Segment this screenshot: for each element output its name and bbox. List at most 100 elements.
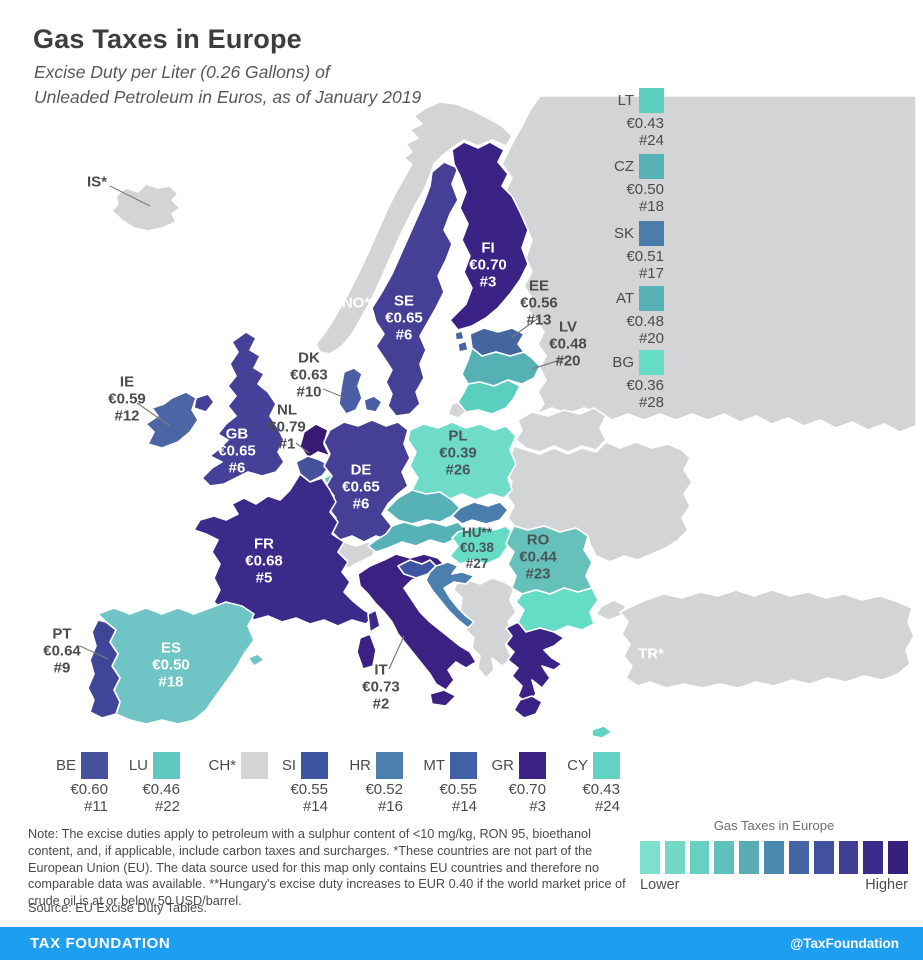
color-swatch — [301, 752, 328, 779]
color-swatch — [519, 752, 546, 779]
country-value: €0.70 — [508, 781, 546, 798]
country-gr — [505, 621, 565, 705]
country-gr-peloponnese — [513, 695, 543, 719]
country-value: €0.43 — [626, 115, 664, 132]
legend-swatch — [788, 841, 809, 874]
country-code: BE — [55, 756, 76, 774]
leader-line-is — [109, 185, 151, 207]
map-label-fi: FI €0.70 #3 — [469, 239, 507, 291]
list-item-lu: LU €0.46 #22 — [100, 752, 180, 815]
list-item-mt: MT €0.55 #14 — [397, 752, 477, 815]
subtitle-line2: Unleaded Petroleum in Euros, as of Janua… — [34, 86, 422, 107]
brand-name: TAX FOUNDATION — [30, 935, 171, 952]
country-value: €0.52 — [365, 781, 403, 798]
color-swatch — [593, 752, 620, 779]
legend-swatch — [739, 841, 760, 874]
country-rank: #22 — [154, 797, 180, 815]
legend-swatch — [764, 841, 784, 874]
legend-swatch — [813, 841, 834, 874]
page-subtitle: Excise Duty per Liter (0.26 Gallons) of … — [34, 60, 421, 109]
map-label-ro: RO €0.44 #23 — [519, 531, 557, 583]
leader-line-ee — [511, 316, 541, 338]
source-text: Source: EU Excise Duty Tables. — [28, 901, 207, 915]
country-rank: #20 — [638, 329, 664, 347]
country-value: €0.55 — [290, 781, 328, 798]
country-rank: #28 — [638, 393, 664, 411]
country-value: €0.48 — [626, 313, 664, 330]
color-swatch — [153, 752, 180, 779]
country-rank: #18 — [638, 197, 664, 215]
list-item-lt: LT €0.43 #24 — [592, 88, 664, 149]
country-code: SK — [613, 224, 634, 242]
color-swatch — [639, 88, 664, 113]
map-label-pl: PL €0.39 #26 — [439, 427, 477, 479]
color-swatch — [639, 221, 664, 246]
country-code: HR — [349, 756, 371, 774]
color-swatch — [450, 752, 477, 779]
map-label-gb: GB €0.65 #6 — [218, 425, 256, 477]
legend-ramp — [640, 841, 908, 874]
country-bg — [515, 587, 599, 633]
color-swatch — [81, 752, 108, 779]
map-label-lv: LV €0.48 #20 — [549, 318, 587, 370]
leader-line-lv — [531, 357, 567, 370]
color-swatch — [639, 286, 664, 311]
map-label-nl: NL €0.79 #1 — [268, 401, 306, 453]
country-rank: #14 — [451, 797, 477, 815]
legend-swatch — [664, 841, 685, 874]
subtitle-line1: Excise Duty per Liter (0.26 Gallons) of — [34, 62, 330, 82]
list-item-at: AT €0.48 #20 — [592, 286, 664, 347]
country-value: €0.50 — [626, 181, 664, 198]
list-item-gr: GR €0.70 #3 — [466, 752, 546, 815]
legend-swatch — [838, 841, 859, 874]
leader-line-it — [388, 635, 405, 670]
page-title: Gas Taxes in Europe — [33, 24, 302, 54]
region-belarus — [515, 407, 607, 453]
country-dk-island — [363, 395, 383, 413]
country-tr — [619, 589, 915, 689]
color-legend: Gas Taxes in Europe Lower Higher — [640, 818, 908, 893]
country-hr — [425, 561, 475, 629]
list-item-hr: HR €0.52 #16 — [323, 752, 403, 815]
country-it-sicily — [429, 689, 457, 707]
country-code: MT — [423, 756, 445, 774]
country-value: €0.55 — [439, 781, 477, 798]
map-label-hu: HU** €0.38 #27 — [460, 524, 494, 571]
country-rank: #3 — [529, 797, 546, 815]
country-rank: #24 — [638, 131, 664, 149]
country-lt — [457, 379, 521, 415]
map-label-de: DE €0.65 #6 — [342, 461, 380, 513]
country-code: BG — [612, 353, 634, 371]
list-item-cz: CZ €0.50 #18 — [592, 154, 664, 215]
country-pt — [87, 619, 121, 719]
country-fr — [193, 473, 375, 627]
country-no — [315, 101, 513, 355]
leader-line-dk — [322, 388, 344, 398]
legend-lower-label: Lower — [640, 877, 680, 893]
legend-swatch — [888, 841, 908, 874]
leader-line-ie — [136, 402, 171, 427]
country-ee-island2 — [454, 330, 465, 341]
map-label-ie: IE €0.59 #12 — [108, 373, 146, 425]
legend-swatch — [640, 841, 660, 874]
country-lv — [461, 347, 541, 387]
map-label-ee: EE €0.56 #13 — [520, 277, 558, 329]
country-at — [367, 521, 467, 553]
country-gb-ni — [193, 393, 215, 413]
country-code: CH* — [208, 756, 236, 774]
country-ee-island — [457, 340, 469, 353]
list-item-sk: SK €0.51 #17 — [592, 221, 664, 282]
list-item-cy: CY €0.43 #24 — [540, 752, 620, 815]
color-swatch — [639, 154, 664, 179]
country-value: €0.51 — [626, 248, 664, 265]
country-tr-thrace — [595, 599, 627, 621]
country-value: €0.36 — [626, 377, 664, 394]
country-rank: #16 — [377, 797, 403, 815]
color-swatch — [241, 752, 268, 779]
country-code: CZ — [614, 157, 634, 175]
legend-higher-label: Higher — [865, 877, 908, 893]
country-value: €0.46 — [142, 781, 180, 798]
country-dk — [338, 367, 363, 415]
country-is — [111, 183, 181, 232]
